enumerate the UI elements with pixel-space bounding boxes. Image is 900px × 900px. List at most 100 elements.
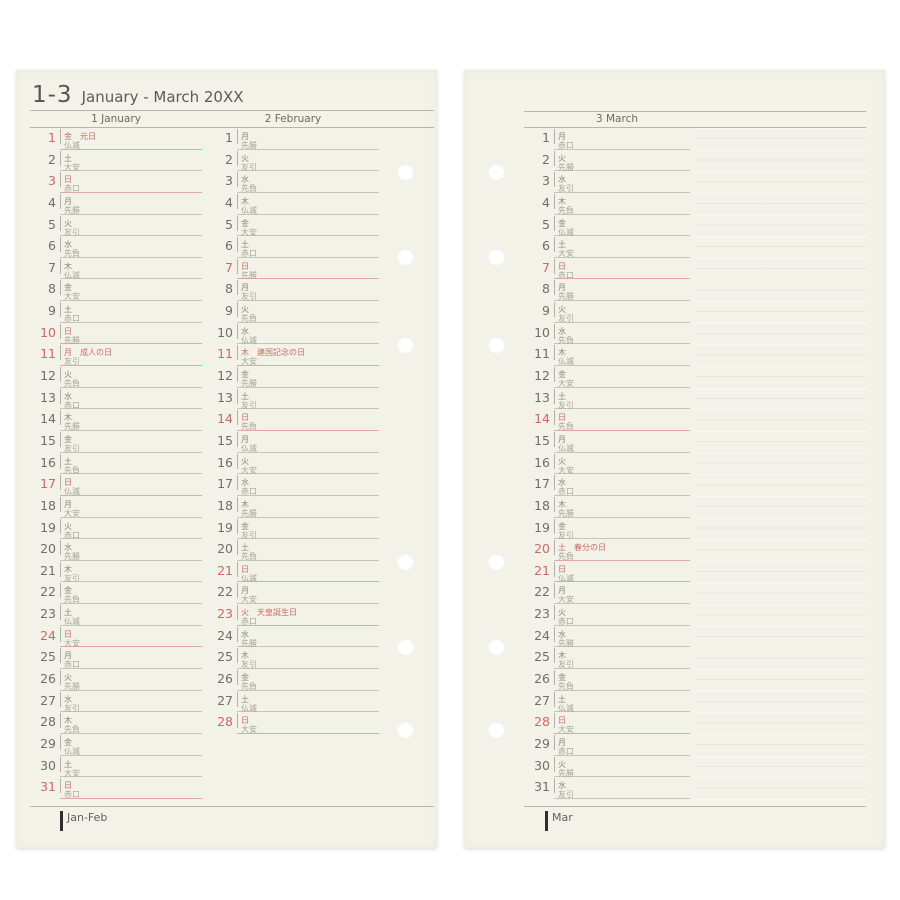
- day-row: 25 木友引: [524, 647, 690, 669]
- day-cell: 土赤口: [237, 236, 379, 258]
- day-number: 1: [48, 130, 56, 145]
- day-cell: 木仏滅: [237, 193, 379, 215]
- day-row: 15 金友引: [30, 431, 202, 453]
- day-cell: 水仏滅: [237, 323, 379, 345]
- cell-divider: [60, 258, 61, 274]
- weekday-label: 木: [64, 261, 72, 271]
- day-row: 26 金先負: [207, 669, 379, 691]
- binder-hole: [488, 336, 505, 353]
- binder-hole: [397, 638, 414, 655]
- rokuyo-label: 先勝: [558, 508, 574, 518]
- day-number: 6: [542, 238, 550, 254]
- cell-divider: [60, 540, 61, 556]
- rokuyo-label: 仏滅: [558, 443, 574, 453]
- day-number: 30: [40, 757, 56, 773]
- rokuyo-label: 先負: [241, 682, 257, 692]
- day-row: 16 火大安: [524, 453, 690, 475]
- day-cell: 土仏滅: [237, 691, 379, 713]
- cell-divider: [237, 280, 238, 296]
- day-number: 17: [217, 476, 233, 492]
- weekday-label: 火: [241, 305, 249, 315]
- day-cell: 金先負: [237, 669, 379, 691]
- rokuyo-label: 先勝: [241, 508, 257, 518]
- rokuyo-label: 大安: [64, 162, 80, 172]
- day-row: 11 木建国記念の日 大安: [207, 344, 379, 366]
- cell-divider: [60, 605, 61, 621]
- rokuyo-label: 仏滅: [558, 227, 574, 237]
- day-number: 26: [534, 671, 550, 687]
- rokuyo-label: 友引: [558, 314, 574, 324]
- weekday-label: 金: [64, 434, 72, 444]
- day-number: 23: [534, 606, 550, 622]
- cell-divider: [237, 453, 238, 469]
- weekday-label: 金: [241, 521, 249, 531]
- rokuyo-label: 仏滅: [241, 335, 257, 345]
- day-number: 20: [40, 541, 56, 557]
- day-cell: 日大安: [60, 626, 202, 648]
- day-number: 5: [48, 216, 56, 232]
- day-number: 13: [534, 389, 550, 405]
- cell-divider: [237, 626, 238, 642]
- day-number: 22: [534, 584, 550, 600]
- cell-divider: [60, 323, 61, 339]
- binder-hole: [397, 163, 414, 180]
- day-number: 2: [48, 151, 56, 167]
- day-cell: 月友引: [237, 279, 379, 301]
- rokuyo-label: 先負: [558, 422, 574, 432]
- day-row: 4 木仏滅: [207, 193, 379, 215]
- day-cell: 木仏滅: [554, 344, 690, 366]
- rokuyo-label: 先勝: [558, 638, 574, 648]
- day-cell: 金仏滅: [554, 215, 690, 237]
- day-number: 15: [40, 432, 56, 448]
- weekday-label: 月: [558, 132, 566, 141]
- weekday-label: 日: [64, 175, 72, 185]
- day-cell: 火友引: [237, 150, 379, 172]
- day-row: 28 木先負: [30, 712, 202, 734]
- weekday-label: 水: [64, 240, 72, 250]
- cell-divider: [554, 475, 555, 491]
- rokuyo-label: 赤口: [64, 660, 80, 670]
- weekday-label: 木: [558, 499, 566, 509]
- day-row: 8 月友引: [207, 279, 379, 301]
- day-number: 19: [40, 519, 56, 535]
- cell-divider: [60, 475, 61, 491]
- rokuyo-label: 友引: [558, 184, 574, 194]
- rokuyo-label: 大安: [558, 379, 574, 389]
- cell-divider: [554, 388, 555, 404]
- day-cell: 火先勝: [554, 756, 690, 778]
- day-number: 29: [40, 735, 56, 751]
- day-number: 30: [534, 757, 550, 773]
- day-row: 3 日赤口: [30, 171, 202, 193]
- january-column: 1 金元日 仏滅 2 土大安 3 日赤口 4 月先勝 5 火友引 6 水先負 7 木仏滅 8 金大安 9 土赤口 10…: [30, 128, 202, 799]
- cell-divider: [60, 193, 61, 209]
- day-row: 10 水仏滅: [207, 323, 379, 345]
- day-row: 5 金大安: [207, 215, 379, 237]
- cell-divider: [237, 518, 238, 534]
- cell-divider: [60, 496, 61, 512]
- day-number: 19: [217, 519, 233, 535]
- weekday-label: 土: [241, 391, 249, 401]
- day-cell: 木先勝: [554, 496, 690, 518]
- rokuyo-label: 仏滅: [558, 573, 574, 583]
- day-cell: 日大安: [554, 712, 690, 734]
- weekday-label: 木: [64, 716, 72, 726]
- day-number: 9: [225, 303, 233, 319]
- day-number: 4: [48, 194, 56, 210]
- weekday-label: 金: [241, 218, 249, 228]
- day-number: 8: [48, 281, 56, 297]
- binder-hole: [488, 248, 505, 265]
- day-row: 14 木先勝: [30, 409, 202, 431]
- weekday-label: 水: [241, 175, 249, 185]
- day-number: 26: [217, 671, 233, 687]
- cell-divider: [237, 410, 238, 426]
- weekday-label: 火: [64, 521, 72, 531]
- day-row: 6 土大安: [524, 236, 690, 258]
- cell-divider: [237, 605, 238, 621]
- cell-divider: [237, 496, 238, 512]
- day-cell: 水先負: [237, 171, 379, 193]
- rokuyo-label: 大安: [64, 292, 80, 302]
- day-number: 4: [542, 194, 550, 210]
- cell-divider: [554, 367, 555, 383]
- day-row: 12 火先負: [30, 366, 202, 388]
